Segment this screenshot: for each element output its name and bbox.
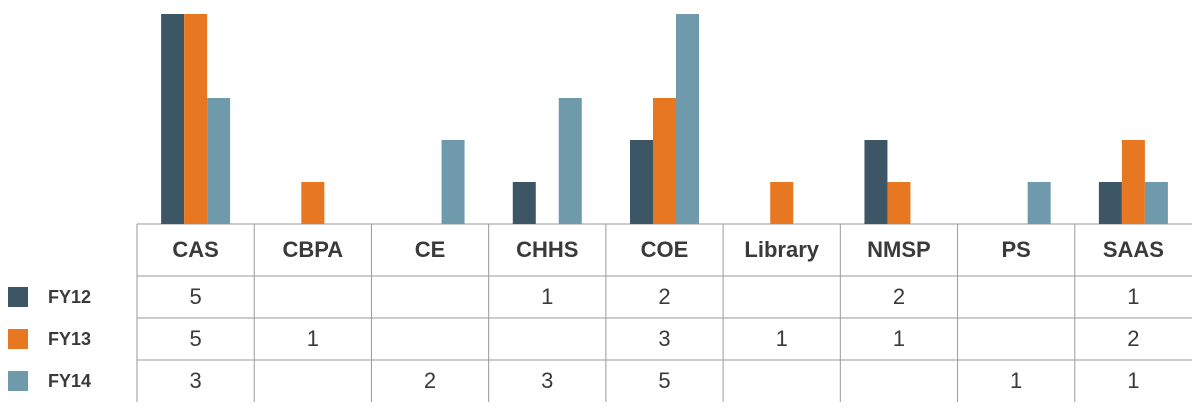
legend-label: FY12 (48, 287, 91, 307)
table-cell: 3 (541, 368, 553, 393)
table-cell: 2 (658, 284, 670, 309)
table-cell: 2 (1127, 326, 1139, 351)
column-header: NMSP (867, 237, 931, 262)
table-cell: 1 (1127, 368, 1139, 393)
bar (887, 182, 911, 224)
bar (653, 98, 676, 224)
bar (1098, 182, 1122, 224)
table-cell: 2 (424, 368, 436, 393)
table-cell: 1 (307, 326, 319, 351)
column-header: PS (1001, 237, 1030, 262)
bar (1027, 182, 1051, 224)
bar (512, 182, 536, 224)
table-cell: 1 (776, 326, 788, 351)
column-header: COE (641, 237, 689, 262)
legend-label: FY13 (48, 329, 91, 349)
legend-swatch (8, 287, 28, 307)
column-header: CBPA (282, 237, 343, 262)
column-header: CAS (172, 237, 218, 262)
bar (558, 98, 582, 224)
column-header: CE (415, 237, 446, 262)
table-cell: 1 (1127, 284, 1139, 309)
column-header: Library (744, 237, 819, 262)
bar (676, 14, 699, 224)
table-cell: 2 (893, 284, 905, 309)
table-cell: 3 (658, 326, 670, 351)
table-cell: 5 (658, 368, 670, 393)
bar (1144, 182, 1168, 224)
table-cell: 3 (189, 368, 201, 393)
bar (630, 140, 653, 224)
table-cell: 5 (189, 284, 201, 309)
table-cell: 1 (541, 284, 553, 309)
legend-swatch (8, 329, 28, 349)
table-cell: 1 (1010, 368, 1022, 393)
bar (441, 140, 465, 224)
bar (1121, 140, 1145, 224)
bar (161, 14, 185, 224)
table-cell: 5 (189, 326, 201, 351)
bar (207, 98, 231, 224)
legend-swatch (8, 371, 28, 391)
bar (770, 182, 794, 224)
column-header: CHHS (516, 237, 578, 262)
bar (864, 140, 888, 224)
bar (184, 14, 208, 224)
column-header: SAAS (1103, 237, 1164, 262)
table-cell: 1 (893, 326, 905, 351)
bar (301, 182, 325, 224)
legend-label: FY14 (48, 371, 91, 391)
